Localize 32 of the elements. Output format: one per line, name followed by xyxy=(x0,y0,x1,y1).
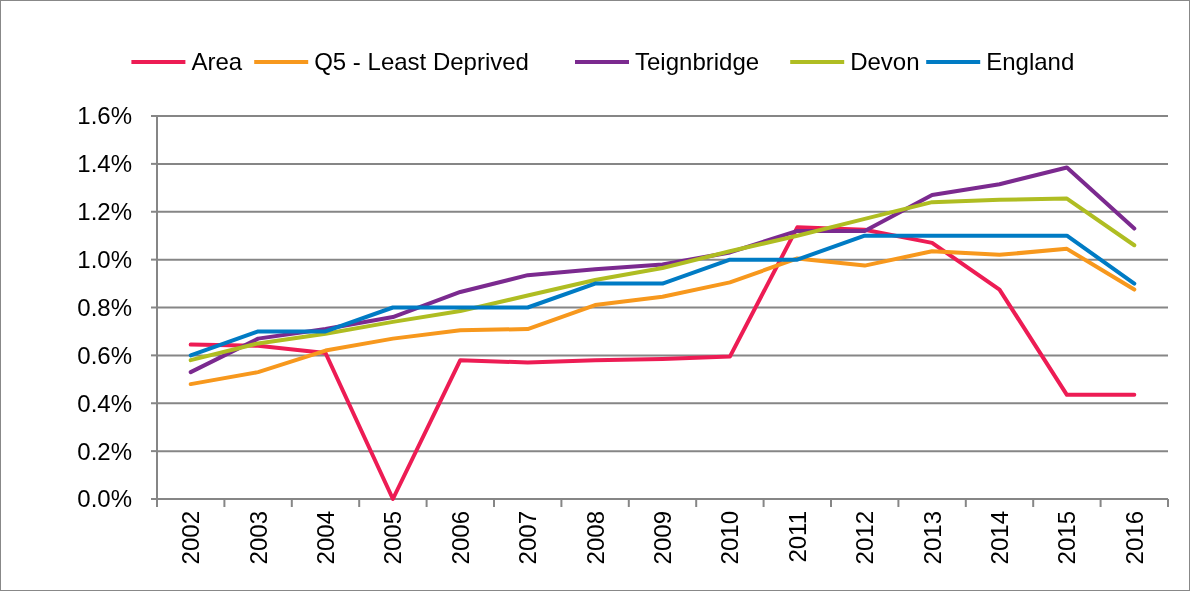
legend-label: Devon xyxy=(850,48,920,76)
x-tick-label: 2002 xyxy=(177,511,205,565)
x-tick-label: 2015 xyxy=(1053,511,1081,565)
y-tick-label: 1.4% xyxy=(77,150,132,178)
x-tick-label: 2006 xyxy=(446,511,474,565)
x-tick-label: 2010 xyxy=(716,511,744,565)
y-tick-label: 0.0% xyxy=(77,485,132,513)
legend-label: Teignbridge xyxy=(635,48,760,76)
y-tick-label: 0.8% xyxy=(77,293,132,321)
x-tick-label: 2009 xyxy=(648,511,676,565)
x-tick-label: 2004 xyxy=(311,511,339,565)
y-tick-label: 0.6% xyxy=(77,341,132,369)
y-tick-label: 0.4% xyxy=(77,389,132,417)
x-tick-label: 2012 xyxy=(851,511,879,565)
x-tick-label: 2003 xyxy=(244,511,272,565)
legend-label: Area xyxy=(191,48,243,76)
x-tick-label: 2008 xyxy=(581,511,609,565)
x-tick-label: 2011 xyxy=(783,511,811,563)
y-tick-label: 1.0% xyxy=(77,246,132,274)
x-tick-label: 2016 xyxy=(1120,511,1148,565)
line-series xyxy=(188,246,1137,387)
y-tick-label: 1.2% xyxy=(77,198,132,226)
x-tick-label: 2007 xyxy=(514,511,542,565)
x-tick-label: 2013 xyxy=(918,511,946,565)
legend-label: Q5 - Least Deprived xyxy=(314,48,529,76)
y-tick-label: 1.6% xyxy=(77,102,132,130)
x-tick-label: 2005 xyxy=(379,511,407,565)
line-series xyxy=(188,233,1137,358)
legend-label: England xyxy=(986,48,1075,76)
y-tick-label: 0.2% xyxy=(77,437,132,465)
line-series xyxy=(188,196,1137,363)
x-tick-label: 2014 xyxy=(985,511,1013,565)
